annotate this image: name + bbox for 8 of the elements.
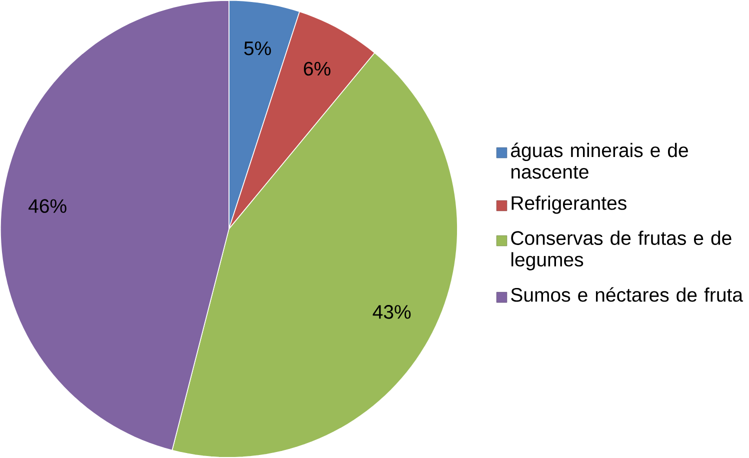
legend-label: Conservas de frutas e de legumes — [511, 230, 732, 270]
legend-label: águas minerais e de nascente — [511, 142, 688, 179]
data-label: 6% — [304, 62, 330, 76]
data-label: 46% — [28, 199, 66, 213]
legend-label: Refrigerantes — [512, 196, 626, 214]
legend-label: Sumos e néctares de fruta — [511, 287, 744, 302]
data-label: 43% — [372, 305, 411, 319]
data-label: 5% — [244, 42, 271, 56]
